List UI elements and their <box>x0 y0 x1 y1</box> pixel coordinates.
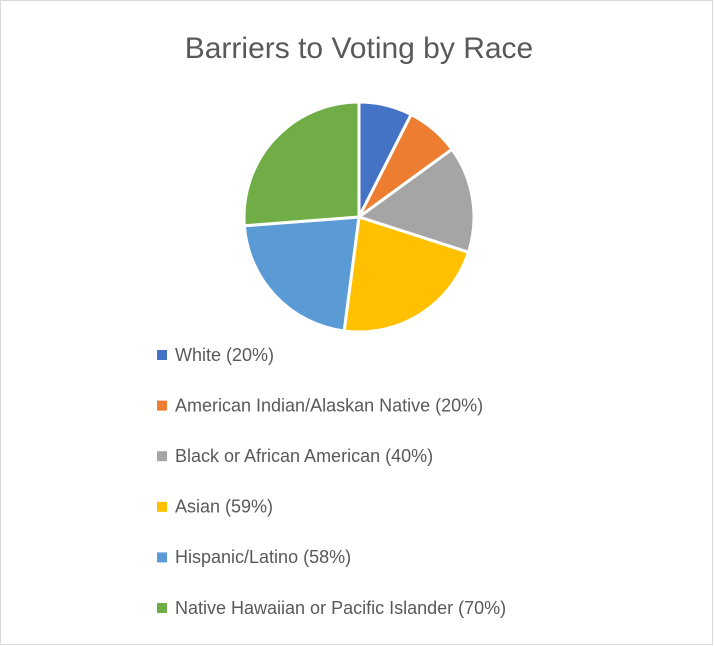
pie-slice <box>242 100 361 228</box>
legend-label: Black or African American (40%) <box>175 446 433 466</box>
legend-swatch <box>157 451 167 462</box>
pie-slice <box>342 215 470 334</box>
legend-swatch <box>157 400 167 411</box>
pie-slice <box>242 215 361 333</box>
legend-label: Asian (59%) <box>175 497 273 517</box>
legend-label: White (20%) <box>175 345 274 365</box>
pie-slice <box>357 147 476 254</box>
legend-swatch <box>157 501 167 512</box>
legend-label: Native Hawaiian or Pacific Islander (70%… <box>175 598 506 618</box>
legend-swatch <box>157 603 167 613</box>
chart-title: Barriers to Voting by Race <box>185 32 534 65</box>
legend-label: American Indian/Alaskan Native (20%) <box>175 395 483 415</box>
legend-label: Hispanic/Latino (58%) <box>175 547 351 567</box>
legend-swatch <box>157 350 167 360</box>
legend-swatch <box>157 552 167 563</box>
